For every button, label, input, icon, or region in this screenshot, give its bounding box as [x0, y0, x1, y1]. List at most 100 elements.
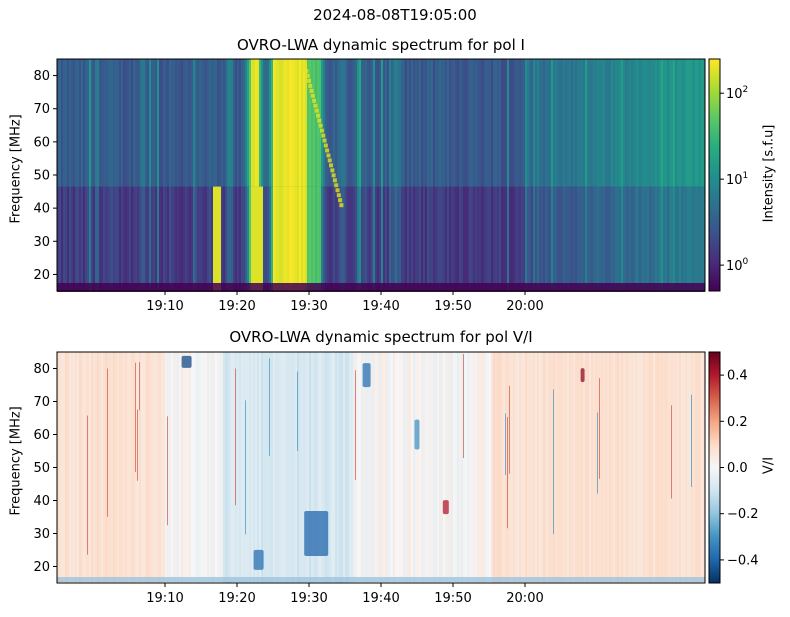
spectrum-column: [391, 59, 393, 187]
vi-column: [93, 352, 95, 583]
spectrum-column: [659, 59, 661, 187]
spectrum-column: [469, 59, 471, 187]
spectrum-column: [633, 59, 635, 187]
vi-column: [645, 352, 647, 583]
spectrum-column: [163, 59, 165, 187]
spectrum-column: [139, 186, 141, 291]
spectrum-column: [277, 186, 279, 291]
spectrum-column: [389, 186, 391, 291]
vi-column: [629, 352, 631, 583]
vi-column: [481, 352, 483, 583]
vi-column: [121, 352, 123, 583]
spectrum-column: [289, 59, 291, 187]
spectrum-column: [189, 59, 191, 187]
spectrum-column: [323, 186, 325, 291]
xtick-label: 19:10: [146, 299, 183, 314]
spectrum-column: [579, 186, 581, 291]
spectrum-column: [645, 186, 647, 291]
spectrum-column: [643, 59, 645, 187]
vi-column: [219, 352, 221, 583]
spectrum-column: [167, 59, 169, 187]
vi-column: [191, 352, 193, 583]
vi-column: [695, 352, 697, 583]
vi-column: [313, 352, 315, 583]
spectrum-column: [687, 186, 689, 291]
spectrum-column: [329, 186, 331, 291]
vi-column: [519, 352, 521, 583]
spectrum-column: [517, 59, 519, 187]
drift-burst: [327, 158, 332, 163]
spectrum-column: [331, 59, 333, 187]
vi-column: [533, 352, 535, 583]
spectrum-column: [411, 186, 413, 291]
spectrum-column: [347, 186, 349, 291]
spectrum-column: [421, 59, 423, 187]
spectrum-column: [605, 186, 607, 291]
drift-burst: [308, 83, 313, 88]
vi-column: [697, 352, 699, 583]
spectrum-column: [261, 59, 263, 187]
spectrum-column: [685, 186, 687, 291]
spectrum-column: [513, 186, 515, 291]
vi-column: [541, 352, 543, 583]
drift-burst: [317, 118, 322, 123]
vi-column: [327, 352, 329, 583]
spectrum-column: [515, 186, 517, 291]
ytick-label: 40: [33, 202, 50, 217]
spectrum-column: [353, 186, 355, 291]
spectrum-column: [123, 59, 125, 187]
spectrum-column: [629, 186, 631, 291]
vi-column: [275, 352, 277, 583]
spectrum-column: [601, 186, 603, 291]
vi-column: [637, 352, 639, 583]
spectrum-column: [419, 59, 421, 187]
vi-column: [207, 352, 209, 583]
vi-streak: [507, 417, 508, 529]
spectrum-column: [639, 59, 641, 187]
vi-column: [357, 352, 359, 583]
spectrum-column: [457, 59, 459, 187]
vi-streak: [355, 370, 356, 480]
spectrum-column: [497, 59, 499, 187]
spectrum-column: [343, 186, 345, 291]
spectrum-column: [583, 59, 585, 187]
spectrum-column: [395, 59, 397, 187]
spectrum-column: [71, 59, 73, 187]
vi-column: [665, 352, 667, 583]
spectrum-column: [207, 186, 209, 291]
colorbar-tick-label: 102: [726, 85, 748, 102]
colorbar-tick-label: 100: [726, 257, 749, 274]
spectrum-column: [233, 186, 235, 291]
spectrum-column: [385, 59, 387, 187]
spectrum-column: [187, 186, 189, 291]
spectrum-column: [343, 59, 345, 187]
spectrum-column: [281, 59, 283, 187]
vi-column: [257, 352, 259, 583]
spectrum-column: [365, 59, 367, 187]
spectrum-column: [593, 186, 595, 291]
vi-column: [95, 352, 97, 583]
spectrum-column: [273, 59, 275, 187]
spectrum-column: [265, 186, 267, 291]
spectrum-column: [495, 59, 497, 187]
drift-burst: [318, 123, 323, 128]
spectrum-column: [515, 59, 517, 187]
spectrum-column: [499, 186, 501, 291]
spectrum-column: [383, 186, 385, 291]
spectrum-column: [597, 59, 599, 187]
spectrum-column: [669, 59, 671, 187]
vi-column: [171, 352, 173, 583]
spectrum-column: [71, 186, 73, 291]
spectrum-column: [573, 59, 575, 187]
spectrum-column: [133, 59, 135, 187]
drift-burst: [323, 143, 328, 148]
panel-bottom-title: OVRO-LWA dynamic spectrum for pol V/I: [229, 328, 533, 346]
spectrum-column: [617, 59, 619, 187]
vi-column: [369, 352, 371, 583]
spectrum-column: [501, 59, 503, 187]
spectrum-column: [565, 186, 567, 291]
spectrum-column: [235, 186, 237, 291]
vi-column: [703, 352, 705, 583]
spectrum-column: [477, 59, 479, 187]
vi-streak: [137, 409, 138, 481]
